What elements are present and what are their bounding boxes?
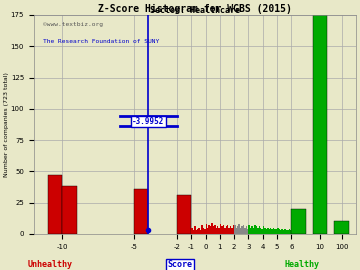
Bar bbox=[219, 228, 220, 234]
Bar bbox=[241, 227, 243, 234]
Bar bbox=[191, 228, 193, 234]
Bar bbox=[195, 230, 197, 234]
Bar bbox=[270, 228, 271, 234]
Bar bbox=[271, 229, 273, 234]
Bar bbox=[263, 227, 264, 234]
Bar bbox=[254, 225, 256, 234]
Bar bbox=[248, 225, 250, 234]
Bar bbox=[206, 224, 207, 234]
Bar bbox=[177, 195, 191, 234]
Bar bbox=[279, 229, 280, 234]
Bar bbox=[227, 225, 229, 234]
Bar bbox=[267, 228, 269, 234]
Bar bbox=[283, 230, 284, 234]
Bar bbox=[203, 228, 204, 234]
Title: Z-Score Histogram for WGBS (2015): Z-Score Histogram for WGBS (2015) bbox=[98, 4, 292, 14]
Bar bbox=[214, 225, 216, 234]
Bar bbox=[280, 230, 282, 234]
Text: Healthy: Healthy bbox=[285, 260, 320, 269]
Bar bbox=[198, 228, 200, 234]
Bar bbox=[204, 229, 206, 234]
Bar bbox=[286, 230, 287, 234]
Bar bbox=[253, 228, 254, 234]
Bar bbox=[264, 228, 266, 234]
Bar bbox=[258, 227, 260, 234]
Text: ©www.textbiz.org: ©www.textbiz.org bbox=[44, 22, 103, 26]
Bar bbox=[261, 229, 263, 234]
Bar bbox=[246, 227, 247, 234]
Bar bbox=[290, 230, 292, 234]
Y-axis label: Number of companies (723 total): Number of companies (723 total) bbox=[4, 72, 9, 177]
Bar bbox=[235, 228, 237, 234]
Bar bbox=[334, 221, 349, 234]
Bar bbox=[287, 230, 289, 234]
Bar bbox=[216, 228, 217, 234]
Bar bbox=[240, 228, 241, 234]
Bar bbox=[256, 227, 257, 234]
Bar bbox=[193, 230, 194, 234]
Bar bbox=[200, 230, 201, 234]
Bar bbox=[247, 229, 248, 234]
Bar bbox=[201, 225, 203, 234]
Bar bbox=[292, 209, 306, 234]
Bar bbox=[223, 225, 224, 234]
Bar bbox=[134, 189, 148, 234]
Bar bbox=[229, 228, 230, 234]
Bar bbox=[251, 227, 253, 234]
Bar bbox=[213, 227, 214, 234]
Bar bbox=[207, 228, 208, 234]
Bar bbox=[257, 228, 258, 234]
Bar bbox=[221, 227, 223, 234]
Bar bbox=[289, 229, 290, 234]
Bar bbox=[313, 15, 327, 234]
Bar bbox=[230, 227, 231, 234]
Bar bbox=[233, 225, 234, 234]
Bar bbox=[234, 225, 235, 234]
Text: The Research Foundation of SUNY: The Research Foundation of SUNY bbox=[44, 39, 160, 44]
Bar bbox=[238, 224, 240, 234]
Bar bbox=[226, 227, 227, 234]
Bar bbox=[250, 228, 251, 234]
Bar bbox=[197, 229, 198, 234]
Bar bbox=[210, 227, 211, 234]
Bar bbox=[273, 228, 274, 234]
Bar bbox=[224, 228, 226, 234]
Bar bbox=[243, 225, 244, 234]
Bar bbox=[211, 223, 213, 234]
Bar bbox=[260, 228, 261, 234]
Bar bbox=[266, 229, 267, 234]
Bar bbox=[208, 225, 210, 234]
Bar bbox=[269, 229, 270, 234]
Bar bbox=[62, 186, 77, 234]
Bar bbox=[277, 228, 279, 234]
Bar bbox=[48, 175, 62, 234]
Text: Sector: Healthcare: Sector: Healthcare bbox=[150, 6, 240, 15]
Bar bbox=[274, 229, 276, 234]
Bar bbox=[217, 227, 219, 234]
Text: Score: Score bbox=[167, 260, 193, 269]
Text: Unhealthy: Unhealthy bbox=[28, 260, 73, 269]
Bar bbox=[220, 224, 221, 234]
Bar bbox=[276, 229, 277, 234]
Bar bbox=[244, 228, 246, 234]
Bar bbox=[284, 229, 286, 234]
Bar bbox=[282, 229, 283, 234]
Bar bbox=[194, 227, 195, 234]
Text: -3.9952: -3.9952 bbox=[132, 117, 165, 126]
Bar bbox=[237, 227, 238, 234]
Bar bbox=[231, 228, 233, 234]
